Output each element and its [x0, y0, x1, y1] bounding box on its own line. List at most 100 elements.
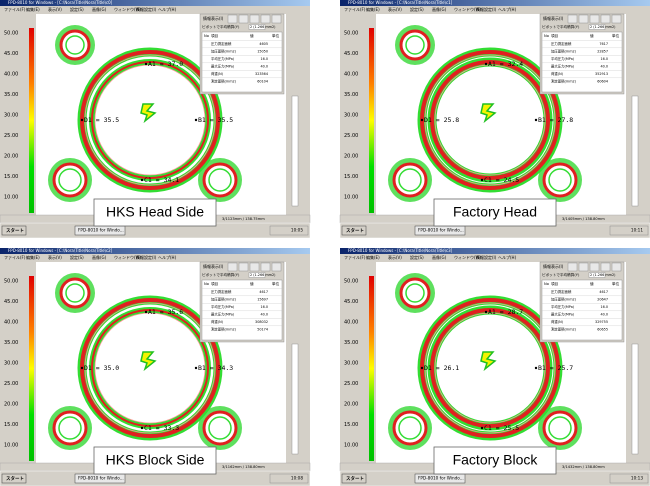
- measure-point: [144, 310, 148, 314]
- menu-item[interactable]: ウィンドウ(W): [454, 6, 482, 12]
- table-value: 329755: [595, 320, 608, 324]
- menu-item[interactable]: ファイル(F): [4, 7, 26, 12]
- tool-button[interactable]: [578, 14, 589, 24]
- tool-button[interactable]: [611, 262, 622, 272]
- combustion-mark: [140, 351, 157, 372]
- scrollbar[interactable]: [291, 343, 299, 455]
- tool-button[interactable]: [227, 14, 238, 24]
- measure-label: D1 = 26.1: [424, 364, 459, 372]
- tool-button[interactable]: [578, 262, 589, 272]
- table-row-label: 加圧面積(mm2): [211, 297, 237, 302]
- table-row-label: 平均圧力(MPa): [551, 56, 575, 61]
- scale-label: 10.00: [4, 195, 18, 201]
- table-value: 40.0: [600, 65, 608, 69]
- measure-point: [534, 366, 538, 370]
- scale-label: 50.00: [4, 279, 18, 285]
- tool-button[interactable]: [567, 262, 578, 272]
- table-header: No: [204, 34, 209, 38]
- menu-item[interactable]: ウィンドウ(W): [454, 254, 482, 260]
- menu-item[interactable]: ヘルプ(H): [158, 254, 177, 260]
- tool-button[interactable]: [589, 262, 600, 272]
- table-row-label: 最大圧力(MPa): [551, 312, 575, 317]
- scrollbar[interactable]: [291, 95, 299, 207]
- select-box[interactable]: [248, 24, 266, 30]
- menu-item[interactable]: ウィンドウ(W): [114, 6, 142, 12]
- measure-point: [480, 178, 484, 182]
- menu-item[interactable]: 情報設定(I): [476, 254, 497, 260]
- menu-item[interactable]: 編集(E): [26, 6, 40, 12]
- app-window: FPD-8010 for Windows - [C:\Nora\Title\No…: [339, 0, 650, 239]
- start-button[interactable]: [1, 473, 27, 484]
- menu-item[interactable]: 画像(G): [92, 6, 107, 12]
- menu-item[interactable]: ヘルプ(H): [498, 254, 517, 260]
- measure-label: A1 = 37.0: [148, 60, 183, 68]
- menu-item[interactable]: 画像(G): [432, 254, 447, 260]
- menu-item[interactable]: ファイル(F): [344, 7, 366, 12]
- menu-item[interactable]: 情報設定(I): [136, 254, 157, 260]
- tool-button[interactable]: [611, 14, 622, 24]
- task-label: FPD-8010 for Windo...: [418, 228, 464, 233]
- menu-item[interactable]: 設定(S): [410, 6, 424, 12]
- menu-item[interactable]: ファイル(F): [344, 255, 366, 260]
- menu-item[interactable]: 画像(G): [92, 254, 107, 260]
- measure-label: D1 = 25.8: [424, 116, 459, 124]
- table-value: 7617: [599, 42, 608, 46]
- scale-label: 35.00: [4, 92, 18, 98]
- menu-item[interactable]: ヘルプ(H): [158, 6, 177, 12]
- bolt-hole: [208, 416, 232, 440]
- tool-button[interactable]: [600, 14, 611, 24]
- tool-button[interactable]: [260, 14, 271, 24]
- menu-item[interactable]: 設定(S): [70, 6, 84, 12]
- scale-label: 15.00: [344, 422, 358, 428]
- measure-point: [194, 118, 198, 122]
- menu-item[interactable]: 設定(S): [410, 254, 424, 260]
- measure-label: A1 = 28.7: [488, 308, 523, 316]
- pressure-ring: [84, 302, 216, 434]
- menu-item[interactable]: ファイル(F): [4, 255, 26, 260]
- menu-item[interactable]: 情報設定(I): [476, 6, 497, 12]
- table-value: 16.0: [600, 305, 608, 309]
- scrollbar[interactable]: [631, 343, 639, 455]
- table-value: 50174: [257, 328, 268, 332]
- menu-item[interactable]: 設定(S): [70, 254, 84, 260]
- select-box[interactable]: [588, 272, 606, 278]
- tool-button[interactable]: [249, 14, 260, 24]
- menu-item[interactable]: 編集(E): [26, 254, 40, 260]
- tool-button[interactable]: [227, 262, 238, 272]
- menu-item[interactable]: 情報設定(I): [136, 6, 157, 12]
- menu-item[interactable]: ヘルプ(H): [498, 6, 517, 12]
- pane-option: ピボットで平均積算(Y): [202, 24, 240, 29]
- tool-button[interactable]: [271, 262, 282, 272]
- menu-item[interactable]: 表示(V): [388, 254, 402, 260]
- pressure-ring: [434, 312, 546, 424]
- start-label: スタート: [346, 475, 364, 482]
- tool-button[interactable]: [600, 262, 611, 272]
- pane-select: 2 (1.266 mm2): [250, 273, 276, 277]
- select-box[interactable]: [248, 272, 266, 278]
- start-button[interactable]: [341, 473, 367, 484]
- menu-item[interactable]: 画像(G): [432, 6, 447, 12]
- menu-item[interactable]: 編集(E): [366, 6, 380, 12]
- menu-item[interactable]: 表示(V): [48, 254, 62, 260]
- start-button[interactable]: [1, 225, 27, 236]
- menu-item[interactable]: 表示(V): [48, 6, 62, 12]
- table-value: 40.0: [260, 65, 268, 69]
- select-box[interactable]: [588, 24, 606, 30]
- menu-item[interactable]: 編集(E): [366, 254, 380, 260]
- scrollbar[interactable]: [631, 95, 639, 207]
- tool-button[interactable]: [260, 262, 271, 272]
- task-label: FPD-8010 for Windo...: [78, 228, 124, 233]
- scale-label: 30.00: [344, 113, 358, 119]
- bolt-hole: [405, 283, 425, 303]
- tool-button[interactable]: [567, 14, 578, 24]
- tool-button[interactable]: [238, 262, 249, 272]
- tool-button[interactable]: [271, 14, 282, 24]
- menu-item[interactable]: 表示(V): [388, 6, 402, 12]
- tool-button[interactable]: [589, 14, 600, 24]
- tool-button[interactable]: [238, 14, 249, 24]
- table-row-label: 最大圧力(MPa): [211, 312, 235, 317]
- app-window: FPD-8010 for Windows - [C:\Nora\Title\No…: [339, 248, 650, 486]
- menu-item[interactable]: ウィンドウ(W): [114, 254, 142, 260]
- start-button[interactable]: [341, 225, 367, 236]
- tool-button[interactable]: [249, 262, 260, 272]
